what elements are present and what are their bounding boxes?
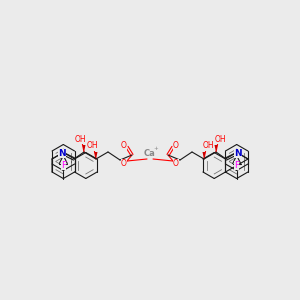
Text: O: O xyxy=(173,142,179,151)
Text: O: O xyxy=(173,158,179,167)
Text: OH: OH xyxy=(86,142,98,151)
Text: OH: OH xyxy=(214,134,226,143)
Polygon shape xyxy=(94,152,98,159)
Text: Ca: Ca xyxy=(144,148,156,158)
Text: F: F xyxy=(61,161,66,170)
Text: O: O xyxy=(121,158,127,167)
Text: N: N xyxy=(58,149,66,158)
Text: N: N xyxy=(234,149,242,158)
Polygon shape xyxy=(202,152,206,159)
Text: OH: OH xyxy=(74,134,86,143)
Text: OH: OH xyxy=(202,142,214,151)
Text: +: + xyxy=(154,146,158,152)
Text: O: O xyxy=(121,142,127,151)
Polygon shape xyxy=(82,145,85,152)
Polygon shape xyxy=(214,145,218,152)
Text: F: F xyxy=(234,161,239,170)
